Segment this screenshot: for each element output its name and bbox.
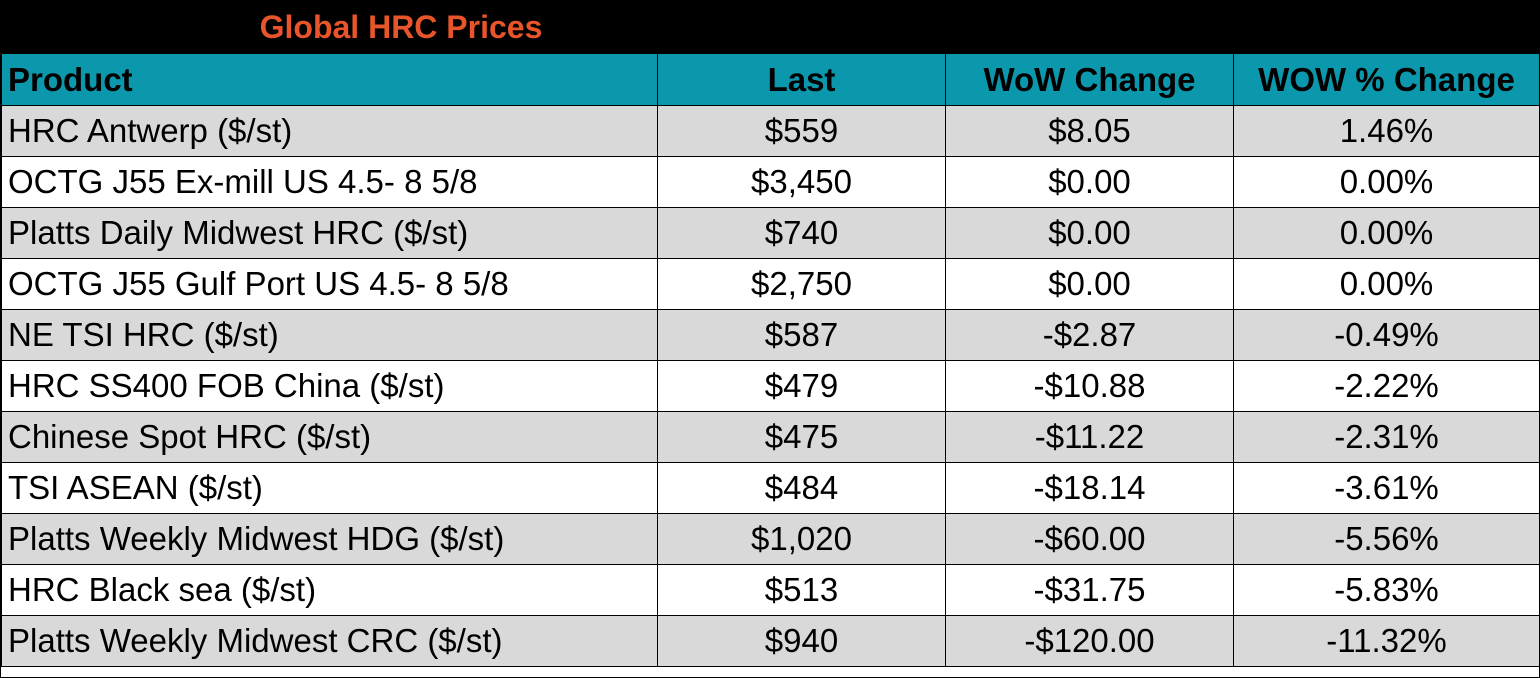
cell-wow-pct: -2.31% [1233,411,1539,463]
cell-wow-change: $0.00 [945,207,1234,259]
cell-wow-change: -$10.88 [945,360,1234,412]
cell-last: $1,020 [657,513,946,565]
table-row: TSI ASEAN ($/st) $484 -$18.14 -3.61% [1,462,1539,514]
table-row: HRC Antwerp ($/st) $559 $8.05 1.46% [1,105,1539,157]
cell-product: HRC Antwerp ($/st) [1,105,658,157]
cell-wow-pct: 1.46% [1233,105,1539,157]
cell-last: $484 [657,462,946,514]
cell-last: $559 [657,105,946,157]
cell-wow-change: $8.05 [945,105,1234,157]
cell-wow-pct: 0.00% [1233,207,1539,259]
header-product: Product [1,53,658,106]
cell-last: $3,450 [657,156,946,208]
header-wow-change: WoW Change [945,53,1234,106]
cell-wow-change: -$31.75 [945,564,1234,616]
cell-product: NE TSI HRC ($/st) [1,309,658,361]
cell-last: $2,750 [657,258,946,310]
cell-wow-pct: -3.61% [1233,462,1539,514]
table-row: OCTG J55 Gulf Port US 4.5- 8 5/8 $2,750 $0… [1,258,1539,310]
cell-wow-pct: -11.32% [1233,615,1539,667]
table-title: Global HRC Prices [259,9,543,45]
cell-last: $475 [657,411,946,463]
cell-wow-change: $0.00 [945,258,1234,310]
cell-wow-pct: 0.00% [1233,258,1539,310]
cell-last: $513 [657,564,946,616]
cell-product: TSI ASEAN ($/st) [1,462,658,514]
header-wow-pct-change: WOW % Change [1233,53,1539,106]
header-row: Product Last WoW Change WOW % Change [1,53,1539,106]
cell-wow-pct: -2.22% [1233,360,1539,412]
cell-product: HRC SS400 FOB China ($/st) [1,360,658,412]
cell-product: HRC Black sea ($/st) [1,564,658,616]
table-row: NE TSI HRC ($/st) $587 -$2.87 -0.49% [1,309,1539,361]
cell-wow-change: -$60.00 [945,513,1234,565]
cell-wow-change: $0.00 [945,156,1234,208]
cell-last: $940 [657,615,946,667]
cell-wow-change: -$18.14 [945,462,1234,514]
cell-last: $587 [657,309,946,361]
table-row: Platts Weekly Midwest CRC ($/st) $940 -$12… [1,615,1539,667]
cell-wow-pct: -5.83% [1233,564,1539,616]
cell-wow-pct: 0.00% [1233,156,1539,208]
cell-product: Platts Daily Midwest HRC ($/st) [1,207,658,259]
cell-wow-change: -$120.00 [945,615,1234,667]
table-row: HRC Black sea ($/st) $513 -$31.75 -5.83% [1,564,1539,616]
title-bar: Global HRC Prices [1,1,1539,53]
cell-product: OCTG J55 Gulf Port US 4.5- 8 5/8 [1,258,658,310]
cell-wow-pct: -5.56% [1233,513,1539,565]
table-row: OCTG J55 Ex-mill US 4.5- 8 5/8 $3,450 $0.0… [1,156,1539,208]
cell-wow-change: -$2.87 [945,309,1234,361]
table-row: Platts Weekly Midwest HDG ($/st) $1,020 -$… [1,513,1539,565]
cell-product: Chinese Spot HRC ($/st) [1,411,658,463]
cell-product: Platts Weekly Midwest HDG ($/st) [1,513,658,565]
cell-product: Platts Weekly Midwest CRC ($/st) [1,615,658,667]
cell-wow-pct: -0.49% [1233,309,1539,361]
cell-product: OCTG J55 Ex-mill US 4.5- 8 5/8 [1,156,658,208]
cell-last: $479 [657,360,946,412]
table-row: Platts Daily Midwest HRC ($/st) $740 $0.00… [1,207,1539,259]
price-table: Product Last WoW Change WOW % Change HRC… [1,53,1539,667]
table-row: Chinese Spot HRC ($/st) $475 -$11.22 -2.31% [1,411,1539,463]
table-row: HRC SS400 FOB China ($/st) $479 -$10.88 -2.… [1,360,1539,412]
header-last: Last [657,53,946,106]
cell-wow-change: -$11.22 [945,411,1234,463]
cell-last: $740 [657,207,946,259]
